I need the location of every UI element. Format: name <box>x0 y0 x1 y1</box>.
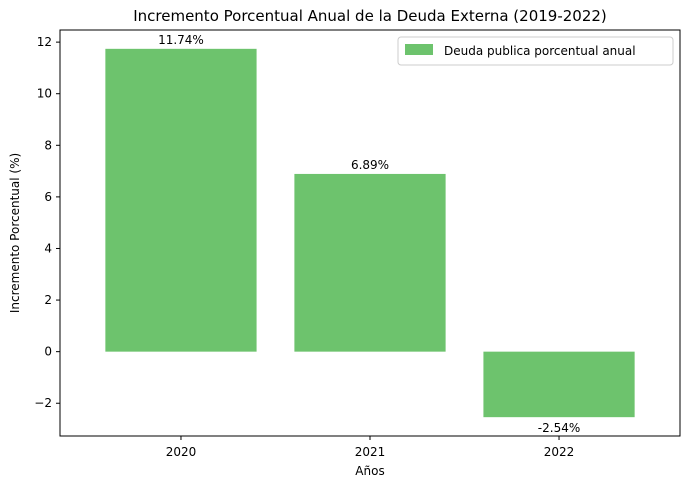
y-tick-label: 4 <box>44 241 52 255</box>
bar-2020 <box>105 48 257 352</box>
data-label-2022: -2.54% <box>538 421 580 435</box>
y-tick-label: 2 <box>44 293 52 307</box>
chart-title: Incremento Porcentual Anual de la Deuda … <box>133 7 607 25</box>
y-tick-label: 12 <box>37 35 52 49</box>
y-tick-label: 8 <box>44 138 52 152</box>
legend: Deuda publica porcentual anual <box>397 36 674 66</box>
x-tick-label: 2020 <box>166 445 197 459</box>
y-tick-label: 10 <box>37 87 52 101</box>
legend-box <box>397 36 674 66</box>
data-label-2021: 6.89% <box>351 158 389 172</box>
y-tick-label: −2 <box>34 396 52 410</box>
y-axis-title: Incremento Porcentual (%) <box>8 153 22 313</box>
x-tick-label: 2022 <box>544 445 575 459</box>
x-axis-ticks: 2020 2021 2022 <box>166 436 575 459</box>
legend-label: Deuda publica porcentual anual <box>444 44 636 58</box>
legend-swatch <box>405 44 433 55</box>
data-labels-group: 11.74% 6.89% -2.54% <box>158 33 580 435</box>
x-tick-label: 2021 <box>355 445 386 459</box>
bar-2021 <box>294 173 446 352</box>
data-label-2020: 11.74% <box>158 33 204 47</box>
y-tick-label: 0 <box>44 345 52 359</box>
bars-group <box>105 48 635 418</box>
y-axis-ticks: −2 0 2 4 6 8 10 12 <box>34 35 60 410</box>
y-tick-label: 6 <box>44 190 52 204</box>
bar-2022 <box>483 351 635 418</box>
x-axis-title: Años <box>355 464 384 478</box>
